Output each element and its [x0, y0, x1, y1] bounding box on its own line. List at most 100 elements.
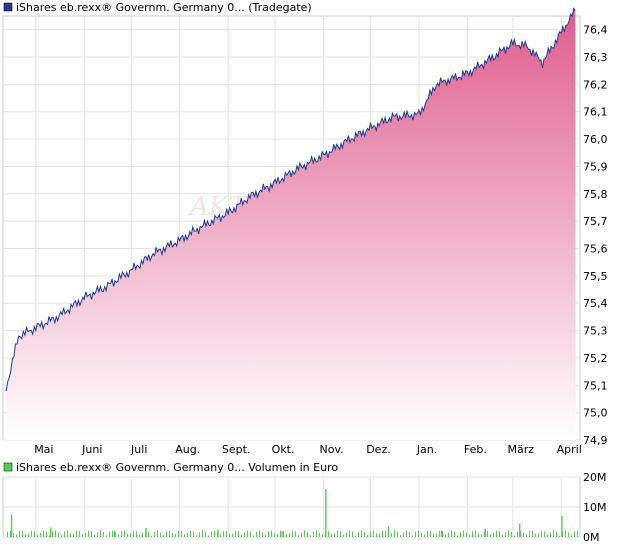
volume-bar — [175, 534, 176, 537]
volume-bar — [352, 531, 353, 537]
volume-bar — [148, 531, 149, 537]
price-xtick-label: Juni — [81, 443, 102, 456]
volume-bar — [250, 531, 251, 537]
volume-bar — [52, 531, 53, 537]
volume-bar — [241, 534, 242, 537]
volume-bar — [280, 530, 281, 537]
volume-bar — [25, 533, 26, 537]
volume-bar — [232, 533, 233, 537]
volume-bar — [274, 533, 275, 537]
volume-bar — [190, 530, 191, 537]
volume-bar — [451, 530, 452, 537]
price-line — [5, 7, 576, 392]
volume-bar — [136, 531, 137, 537]
volume-bar — [259, 530, 260, 537]
volume-bar — [16, 534, 17, 537]
volume-bar — [325, 489, 327, 537]
volume-bar — [355, 535, 356, 537]
volume-bar — [571, 534, 572, 537]
price-xtick-label: Jan. — [416, 443, 437, 456]
volume-ytick-label: 20M — [583, 471, 607, 484]
volume-bar — [58, 532, 59, 537]
volume-bar — [220, 534, 221, 537]
price-legend-marker — [3, 2, 13, 12]
volume-bar — [169, 530, 170, 537]
volume-bar — [313, 531, 314, 537]
volume-bar — [64, 531, 65, 537]
volume-bar — [322, 534, 323, 537]
volume-bar — [145, 528, 147, 537]
volume-bar — [196, 535, 197, 537]
volume-bar — [364, 532, 365, 537]
volume-bar — [298, 535, 299, 537]
volume-bar — [454, 531, 455, 537]
volume-bar — [430, 530, 431, 537]
price-xtick-label: Aug. — [175, 443, 200, 456]
volume-bar — [502, 535, 503, 537]
price-ytick-label: 75,4 — [583, 297, 608, 310]
volume-bar — [281, 531, 283, 537]
volume-bar — [22, 530, 23, 537]
volume-bar — [433, 533, 434, 537]
volume-bar — [487, 530, 488, 537]
price-xtick-label: April — [557, 443, 582, 456]
volume-bar — [490, 534, 491, 537]
price-legend-label: iShares eb.rexx® Governm. Germany 0... (… — [16, 1, 312, 14]
volume-bar — [442, 531, 443, 537]
volume-bar — [466, 532, 467, 537]
volume-bar — [316, 530, 317, 537]
volume-bar — [103, 532, 104, 537]
volume-bar — [403, 532, 404, 537]
volume-bar — [97, 532, 98, 537]
volume-bar — [265, 534, 266, 537]
volume-bar — [283, 530, 284, 537]
price-xtick-label: Nov. — [319, 443, 343, 456]
volume-bar — [358, 531, 359, 537]
volume-bar — [31, 530, 32, 537]
price-xtick-label: Dez. — [366, 443, 391, 456]
volume-bar — [440, 530, 443, 537]
volume-bar — [370, 531, 371, 537]
price-ytick-label: 75,7 — [583, 215, 608, 228]
volume-bar — [361, 530, 362, 537]
volume-bar — [13, 532, 14, 537]
volume-bar — [307, 532, 308, 537]
volume-bar — [496, 530, 497, 537]
volume-bar — [334, 533, 335, 537]
volume-bar — [205, 532, 206, 537]
volume-bar — [529, 531, 530, 537]
volume-bar — [379, 534, 380, 537]
volume-bar — [538, 533, 539, 537]
volume-bar — [406, 530, 407, 537]
volume-bar — [463, 530, 464, 537]
price-ytick-label: 75,3 — [583, 325, 608, 338]
volume-bar — [286, 534, 287, 537]
volume-bar — [505, 532, 506, 537]
volume-bar — [133, 530, 134, 537]
volume-bar — [235, 530, 236, 537]
volume-bar — [151, 535, 152, 537]
volume-bar — [91, 531, 92, 537]
volume-bar — [88, 530, 89, 537]
volume-bar — [574, 531, 575, 537]
volume-bar — [10, 514, 13, 537]
volume-bar — [172, 533, 173, 537]
volume-bar — [427, 531, 428, 537]
volume-bar — [328, 530, 329, 537]
price-ytick-label: 75,9 — [583, 160, 608, 173]
volume-bar — [253, 535, 254, 537]
volume-bar — [553, 530, 554, 537]
volume-bar — [568, 532, 569, 537]
volume-bar — [400, 535, 401, 537]
price-xtick-label: Feb. — [464, 443, 487, 456]
price-ytick-label: 76,1 — [583, 106, 608, 119]
volume-bar — [271, 530, 272, 537]
volume-bar — [49, 535, 50, 537]
volume-bar — [193, 531, 194, 537]
price-ytick-label: 76,3 — [583, 51, 608, 64]
volume-bar — [511, 532, 512, 537]
volume-bar — [532, 530, 533, 537]
volume-bar — [319, 532, 320, 537]
price-area — [6, 8, 576, 441]
